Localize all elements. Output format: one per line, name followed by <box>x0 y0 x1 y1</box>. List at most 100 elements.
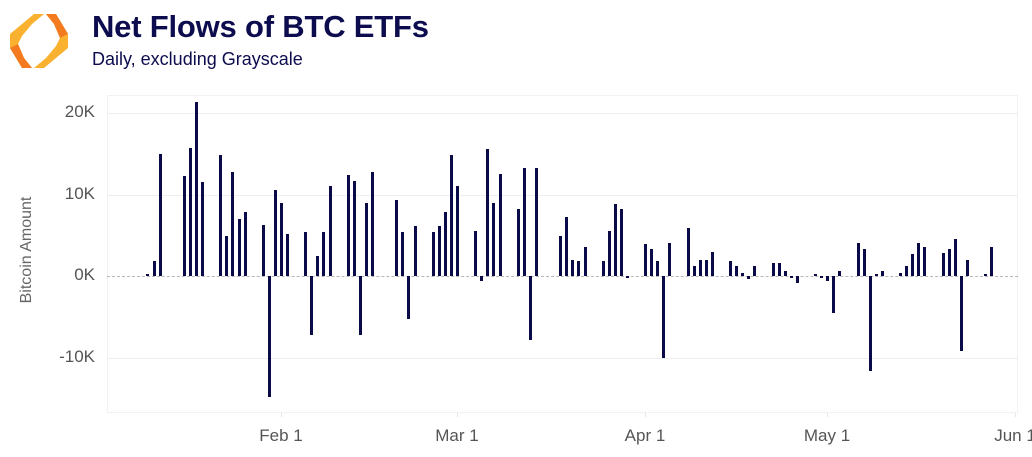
bar <box>699 260 702 276</box>
bar <box>693 266 696 276</box>
bar <box>577 261 580 276</box>
bar <box>790 276 793 278</box>
bar <box>432 232 435 276</box>
x-tick-mark <box>645 413 646 417</box>
bar <box>984 274 987 276</box>
x-tick-label: Jun 1 <box>994 426 1032 445</box>
zero-line <box>107 276 1018 277</box>
bar <box>329 186 332 276</box>
gridline <box>107 195 1018 196</box>
bar <box>219 155 222 276</box>
bar <box>705 260 708 276</box>
bar <box>899 273 902 276</box>
bar <box>347 175 350 276</box>
bar <box>753 266 756 276</box>
bar <box>486 149 489 276</box>
bar <box>778 263 781 276</box>
bar <box>456 186 459 276</box>
bar <box>195 102 198 276</box>
bar <box>954 239 957 276</box>
bar <box>650 249 653 276</box>
bar <box>747 276 750 279</box>
bar <box>395 200 398 276</box>
bar <box>316 256 319 276</box>
bar <box>268 276 271 397</box>
x-tick-label: May 1 <box>803 426 851 445</box>
bar <box>492 203 495 276</box>
bar <box>942 253 945 276</box>
x-tick-mark <box>827 413 828 417</box>
bar <box>960 276 963 351</box>
bar <box>517 209 520 276</box>
bar <box>225 236 228 276</box>
bar <box>875 274 878 276</box>
bar <box>735 266 738 276</box>
bar <box>159 154 162 276</box>
x-tick-label: Feb 1 <box>259 426 303 445</box>
bar <box>966 260 969 276</box>
bar <box>620 209 623 276</box>
bar <box>602 261 605 276</box>
bar <box>274 190 277 276</box>
bar <box>911 254 914 276</box>
bar <box>474 231 477 276</box>
bar <box>687 228 690 276</box>
y-axis-label: Bitcoin Amount <box>18 196 35 304</box>
chart-title: Net Flows of BTC ETFs <box>92 9 429 44</box>
bar <box>917 243 920 276</box>
bar <box>365 203 368 276</box>
bar <box>869 276 872 371</box>
bar <box>183 176 186 276</box>
bar <box>814 274 817 276</box>
bar <box>711 252 714 276</box>
bar <box>189 148 192 276</box>
x-tick-mark <box>457 413 458 417</box>
bar <box>146 274 149 276</box>
bar <box>614 204 617 276</box>
bar <box>153 261 156 276</box>
bar <box>529 276 532 340</box>
gridline <box>107 113 1018 114</box>
bar <box>407 276 410 319</box>
bar <box>923 247 926 276</box>
bar <box>231 172 234 276</box>
bar <box>401 232 404 276</box>
y-tick-label: 0K <box>74 265 95 284</box>
bar <box>584 247 587 276</box>
bar <box>881 271 884 276</box>
bar <box>238 219 241 276</box>
x-tick-label: Apr 1 <box>624 426 666 445</box>
bar <box>832 276 835 313</box>
bar <box>784 271 787 276</box>
bar <box>480 276 483 281</box>
chart-subtitle: Daily, excluding Grayscale <box>92 49 303 69</box>
y-tick-label: 10K <box>64 184 95 203</box>
bar <box>565 217 568 276</box>
bar <box>286 234 289 276</box>
bar <box>948 249 951 276</box>
bar <box>741 273 744 276</box>
bar <box>838 271 841 276</box>
plot-area <box>107 95 1018 413</box>
bar <box>371 172 374 276</box>
x-tick-mark <box>281 413 282 417</box>
bar <box>310 276 313 335</box>
bar <box>414 226 417 276</box>
bar <box>820 276 823 278</box>
bar <box>499 174 502 276</box>
x-tick-label: Mar 1 <box>435 426 479 445</box>
bar <box>990 247 993 276</box>
y-tick-label: 20K <box>64 102 95 121</box>
bar <box>559 236 562 276</box>
bar <box>444 212 447 276</box>
bar <box>608 231 611 276</box>
bar <box>772 263 775 276</box>
bar <box>359 276 362 335</box>
bar <box>523 168 526 276</box>
bar <box>857 243 860 276</box>
bar <box>905 266 908 276</box>
bar <box>353 181 356 276</box>
bar <box>644 244 647 276</box>
bar <box>626 276 629 278</box>
bar <box>796 276 799 283</box>
